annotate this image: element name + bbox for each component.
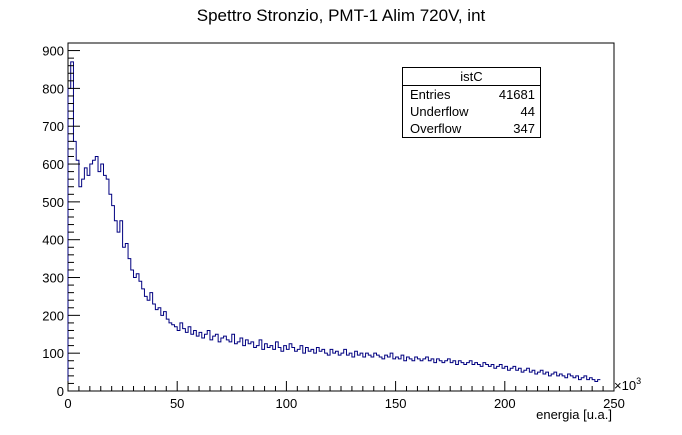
x-tick-label: 0 bbox=[64, 396, 71, 411]
chart-title: Spettro Stronzio, PMT-1 Alim 720V, int bbox=[196, 6, 486, 25]
x-axis-exponent-power: 3 bbox=[636, 376, 642, 386]
y-tick-label: 500 bbox=[42, 195, 64, 210]
y-tick-label: 400 bbox=[42, 233, 64, 248]
stats-row-entries: Entries 41681 bbox=[403, 86, 540, 103]
y-tick-label: 600 bbox=[42, 157, 64, 172]
x-tick-label: 250 bbox=[603, 396, 625, 411]
stats-row-underflow: Underflow 44 bbox=[403, 103, 540, 120]
y-tick-label: 0 bbox=[57, 384, 64, 399]
histogram-series bbox=[67, 61, 601, 391]
stats-label: Entries bbox=[410, 87, 451, 102]
x-tick-label: 150 bbox=[385, 396, 407, 411]
x-axis-exponent: ×103 bbox=[614, 376, 641, 393]
y-tick-label: 700 bbox=[42, 119, 64, 134]
stats-row-overflow: Overflow 347 bbox=[403, 120, 540, 137]
y-tick-label: 300 bbox=[42, 271, 64, 286]
y-tick-label: 900 bbox=[42, 44, 64, 59]
x-axis-exponent-base: ×10 bbox=[614, 378, 637, 393]
y-tick-label: 100 bbox=[42, 346, 64, 361]
stats-value: 44 bbox=[520, 104, 535, 119]
stats-label: Overflow bbox=[410, 121, 462, 136]
stats-box: istC Entries 41681 Underflow 44 Overflow… bbox=[402, 67, 541, 138]
x-tick-label: 100 bbox=[276, 396, 298, 411]
stats-value: 347 bbox=[513, 121, 535, 136]
stats-box-title: istC bbox=[403, 68, 540, 86]
x-tick-label: 200 bbox=[494, 396, 516, 411]
stats-value: 41681 bbox=[498, 87, 535, 102]
y-tick-label: 200 bbox=[42, 308, 64, 323]
x-tick-label: 50 bbox=[170, 396, 184, 411]
x-axis-label: energia [u.a.] bbox=[536, 407, 612, 422]
y-tick-label: 800 bbox=[42, 81, 64, 96]
stats-label: Underflow bbox=[410, 104, 469, 119]
